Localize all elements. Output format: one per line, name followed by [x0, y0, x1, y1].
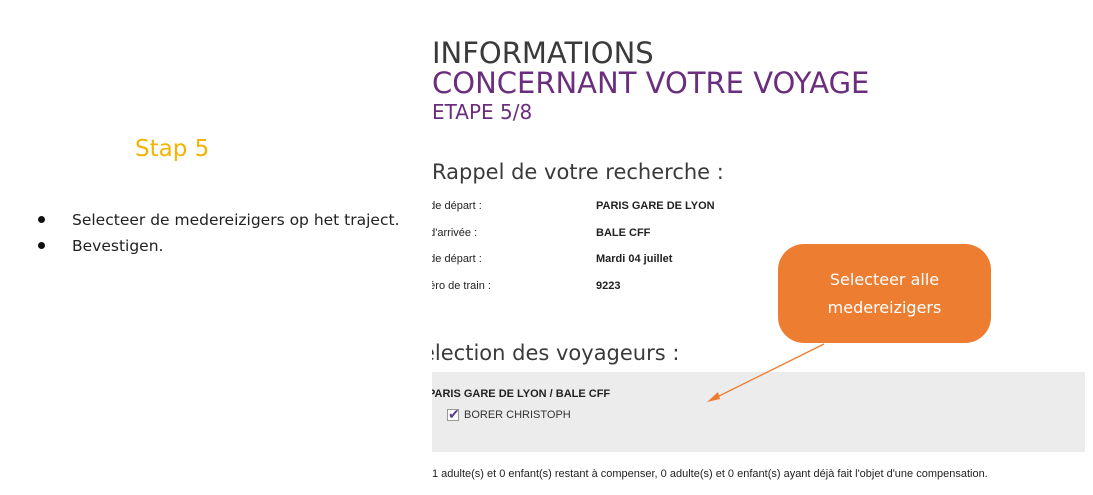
recap-table: e de départ : PARIS GARE DE LYON e d'arr…	[432, 200, 832, 306]
recap-label: e d'arrivée :	[432, 226, 478, 239]
page-title-line2: CONCERNANT VOTRE VOYAGE	[432, 66, 870, 100]
booking-panel: INFORMATIONS CONCERNANT VOTRE VOYAGE ETA…	[432, 30, 1093, 495]
recap-value: 9223	[596, 279, 621, 292]
traveller-checkbox[interactable]: ✔	[447, 406, 460, 422]
traveller-selection-box: PARIS GARE DE LYON / BALE CFF ✔ BORER CH…	[432, 372, 1085, 452]
recap-row: méro de train : 9223	[432, 280, 832, 307]
callout-line1: Selecteer alle	[829, 269, 940, 289]
recap-row: e de départ : PARIS GARE DE LYON	[432, 200, 832, 227]
traveller-name: BORER CHRISTOPH	[464, 409, 571, 421]
instruction-item: Bevestigen.	[36, 233, 400, 259]
callout-line2: medereizigers	[827, 297, 942, 317]
recap-value: BALE CFF	[596, 226, 651, 239]
recap-value: PARIS GARE DE LYON	[596, 200, 715, 212]
route-label: PARIS GARE DE LYON / BALE CFF	[432, 388, 611, 400]
traveller-option[interactable]: ✔ BORER CHRISTOPH	[447, 406, 571, 423]
recap-value: Mardi 04 juillet	[596, 253, 673, 265]
recap-row: e de départ : Mardi 04 juillet	[432, 253, 832, 280]
checkmark-icon: ✔	[448, 406, 460, 422]
selection-heading: élection des voyageurs :	[432, 341, 680, 365]
recap-label: méro de train :	[432, 279, 491, 292]
instruction-text: Bevestigen.	[72, 237, 164, 255]
bullet-icon	[38, 216, 45, 223]
instruction-list: Selecteer de medereizigers op het trajec…	[36, 207, 400, 259]
recap-heading: Rappel de votre recherche :	[432, 160, 724, 184]
recap-label: e de départ :	[432, 200, 482, 212]
recap-row: e d'arrivée : BALE CFF	[432, 227, 832, 254]
instruction-text: Selecteer de medereizigers op het trajec…	[72, 211, 400, 229]
instruction-item: Selecteer de medereizigers op het trajec…	[36, 207, 400, 233]
step-title: Stap 5	[135, 136, 210, 162]
recap-label: e de départ :	[432, 253, 482, 265]
page-title-line1: INFORMATIONS	[432, 36, 654, 70]
compensation-note: 1 adulte(s) et 0 enfant(s) restant à com…	[432, 468, 988, 480]
callout-bubble: Selecteer alle medereizigers	[778, 244, 991, 343]
step-indicator: ETAPE 5/8	[432, 100, 533, 124]
bullet-icon	[38, 242, 45, 249]
